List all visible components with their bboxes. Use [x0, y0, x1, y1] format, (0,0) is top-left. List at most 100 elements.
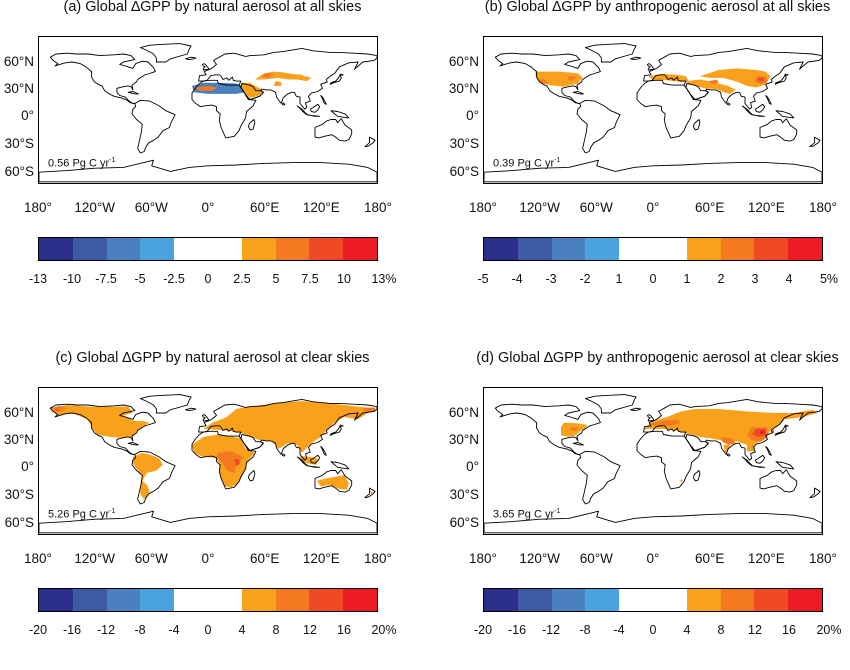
longitude-label: 120°E — [747, 200, 785, 215]
colorbar — [483, 588, 823, 612]
colorbar-swatch — [309, 238, 344, 260]
coastline-sri-lanka — [726, 453, 731, 457]
panel-title: (c) Global ∆GPP by natural aerosol at cl… — [55, 350, 370, 366]
coastline-south-america — [576, 450, 621, 505]
coastline-philippines — [765, 95, 772, 105]
coastline-australia — [759, 118, 798, 142]
coastline-indonesia — [741, 105, 766, 117]
coastline-africa — [191, 79, 257, 139]
gpp-change-region — [53, 409, 60, 412]
latitude-label: 60°N — [448, 54, 479, 69]
panel-title: (a) Global ∆GPP by natural aerosol at al… — [63, 0, 362, 15]
coastline-madagascar — [692, 470, 701, 482]
latitude-label: 30°S — [449, 487, 479, 502]
colorbar-tick-label: 7.5 — [301, 272, 319, 286]
colorbar-swatch — [140, 589, 175, 611]
colorbar-tick-label: -4 — [168, 623, 180, 637]
global-total-stat: 0.39 Pg C yr-1 — [493, 157, 561, 170]
colorbar-swatch — [275, 238, 310, 260]
colorbar-swatch — [788, 238, 822, 260]
colorbar-swatch — [585, 589, 620, 611]
latitude-label: 0° — [466, 108, 479, 123]
colorbar-tick-label: 12 — [748, 623, 762, 637]
gpp-change-region — [720, 436, 736, 445]
coastline-japan — [329, 73, 344, 85]
gpp-change-region — [369, 490, 374, 494]
coastline-indonesia — [296, 105, 321, 117]
coastline-sri-lanka — [281, 102, 286, 106]
gpp-change-region — [746, 444, 755, 452]
longitude-label: 120°W — [519, 551, 560, 566]
coastline-antarctica — [484, 510, 822, 534]
colorbar-tick-label: -7.5 — [95, 272, 117, 286]
coastline-eurasia — [643, 398, 822, 461]
colorbar-swatch — [619, 238, 653, 260]
colorbar-swatch — [551, 589, 586, 611]
longitude-label: 180° — [24, 200, 52, 215]
colorbar-tick-label: 1 — [615, 272, 623, 286]
latitude-label: 60°N — [3, 54, 34, 69]
gpp-change-region — [273, 81, 282, 86]
colorbar-tick-label: -10 — [62, 272, 82, 286]
coastline-borneo — [309, 103, 321, 113]
longitude-label: 60°W — [134, 551, 168, 566]
coastline-new-zealand — [809, 136, 821, 148]
longitude-label: 120°W — [519, 200, 560, 215]
gpp-change-region — [643, 409, 818, 447]
colorbar-tick-label: 4 — [238, 623, 246, 637]
colorbar-swatch — [754, 589, 789, 611]
colorbar-tick-label: -16 — [507, 623, 527, 637]
global-total-stat: 5.26 Pg C yr-1 — [48, 508, 116, 521]
world-map — [483, 387, 823, 535]
colorbar-tick-label: 0 — [649, 272, 657, 286]
coastline-indonesia — [741, 456, 766, 468]
longitude-label: 120°W — [74, 200, 115, 215]
latitude-label: 60°S — [449, 515, 479, 530]
colorbar-tick-label: -8 — [579, 623, 591, 637]
gpp-change-region — [648, 419, 682, 426]
colorbar-swatch — [72, 238, 107, 260]
colorbar — [483, 237, 823, 261]
panel-b: (b) Global ∆GPP by anthropogenic aerosol… — [445, 0, 850, 319]
colorbar-swatch — [619, 589, 653, 611]
coastline-greenland — [584, 394, 637, 414]
colorbar-tick-label: -12 — [541, 623, 561, 637]
gpp-change-region — [50, 405, 68, 412]
colorbar-tick-label: 2.5 — [233, 272, 251, 286]
colorbar-tick-label: -5 — [477, 272, 489, 286]
coastline-cuba — [572, 442, 584, 446]
coastline-iceland — [185, 56, 197, 61]
coastline-greenland — [584, 43, 637, 63]
colorbar-tick-label: 5 — [272, 272, 280, 286]
colorbar-tick-label: -12 — [96, 623, 116, 637]
coastline-australia — [759, 469, 798, 493]
panel-a: (a) Global ∆GPP by natural aerosol at al… — [0, 0, 425, 319]
coastline-greenland — [139, 43, 192, 63]
colorbar-tick-label: 4 — [785, 272, 793, 286]
colorbar-tick-label: 8 — [717, 623, 725, 637]
colorbar-swatch — [686, 589, 721, 611]
colorbar-tick-label: -2.5 — [163, 272, 185, 286]
coastline-cuba — [127, 91, 139, 95]
coastline-greenland — [139, 394, 192, 414]
coastline-indonesia — [296, 456, 321, 468]
colorbar-tick-label: 1 — [683, 272, 691, 286]
gpp-change-region — [132, 452, 163, 500]
colorbar-tick-label: 16 — [337, 623, 351, 637]
colorbar-tick-label: 5% — [819, 272, 839, 286]
world-map — [38, 36, 378, 184]
latitude-label: 60°N — [448, 405, 479, 420]
coastline-new-guinea — [330, 110, 350, 119]
latitude-label: 60°N — [3, 405, 34, 420]
coastline-iceland — [630, 407, 642, 412]
colorbar-swatch — [484, 589, 518, 611]
colorbar-tick-label: -3 — [545, 272, 557, 286]
gpp-change-region — [217, 451, 244, 473]
longitude-label: 0° — [201, 200, 215, 215]
colorbar-swatch — [720, 589, 755, 611]
colorbar-swatch — [788, 589, 822, 611]
coastline-uk — [646, 414, 655, 422]
coastline-philippines — [765, 446, 772, 456]
longitude-label: 180° — [469, 200, 497, 215]
colorbar-swatch — [72, 589, 107, 611]
